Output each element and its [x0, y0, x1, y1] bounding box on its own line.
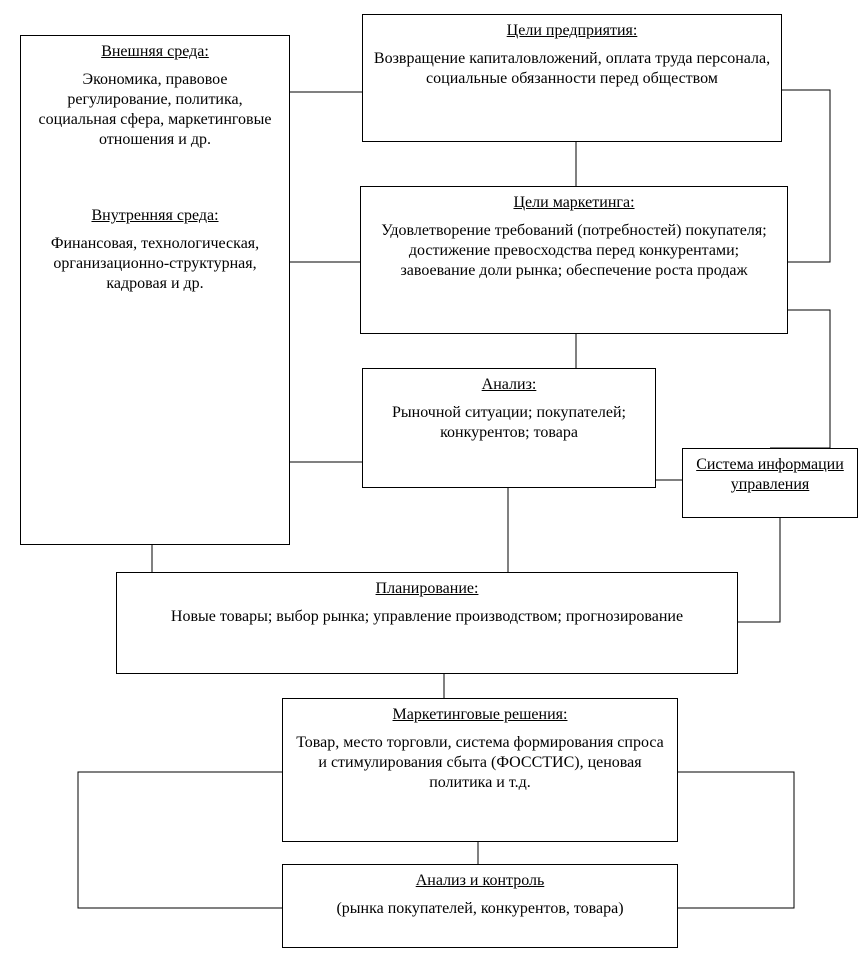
analysis-box: Анализ: Рыночной ситуации; покупателей; …	[362, 368, 656, 488]
planning-body: Новые товары; выбор рынка; управление пр…	[127, 607, 727, 627]
enterprise-goals-body: Возвращение капиталовложений, оплата тру…	[373, 49, 771, 89]
analysis-control-title: Анализ и контроль	[293, 871, 667, 891]
external-env-title: Внешняя среда:	[31, 42, 279, 62]
planning-title: Планирование:	[127, 579, 727, 599]
info-system-box: Система информации управления	[682, 448, 858, 518]
external-env-body: Экономика, правовое регулирование, полит…	[31, 70, 279, 150]
connector	[782, 90, 830, 262]
marketing-decisions-title: Маркетинговые решения:	[293, 705, 667, 725]
info-system-title: Система информации управления	[693, 455, 847, 495]
analysis-control-body: (рынка покупателей, конкурентов, товара)	[293, 899, 667, 919]
connector	[78, 772, 282, 908]
planning-box: Планирование: Новые товары; выбор рынка;…	[116, 572, 738, 674]
analysis-control-box: Анализ и контроль (рынка покупателей, ко…	[282, 864, 678, 948]
internal-env-title: Внутренняя среда:	[31, 206, 279, 226]
enterprise-goals-title: Цели предприятия:	[373, 21, 771, 41]
marketing-goals-title: Цели маркетинга:	[371, 193, 777, 213]
internal-env-body: Финансовая, технологическая, организацио…	[31, 234, 279, 294]
connector	[738, 518, 780, 622]
analysis-title: Анализ:	[373, 375, 645, 395]
diagram-canvas: Внешняя среда: Экономика, правовое регул…	[0, 0, 868, 956]
environment-box: Внешняя среда: Экономика, правовое регул…	[20, 35, 290, 545]
connector	[678, 772, 794, 908]
marketing-decisions-box: Маркетинговые решения: Товар, место торг…	[282, 698, 678, 842]
marketing-decisions-body: Товар, место торговли, система формирова…	[293, 733, 667, 793]
marketing-goals-body: Удовлетворение требований (потребностей)…	[371, 221, 777, 281]
enterprise-goals-box: Цели предприятия: Возвращение капиталовл…	[362, 14, 782, 142]
marketing-goals-box: Цели маркетинга: Удовлетворение требован…	[360, 186, 788, 334]
analysis-body: Рыночной ситуации; покупателей; конкурен…	[373, 403, 645, 443]
